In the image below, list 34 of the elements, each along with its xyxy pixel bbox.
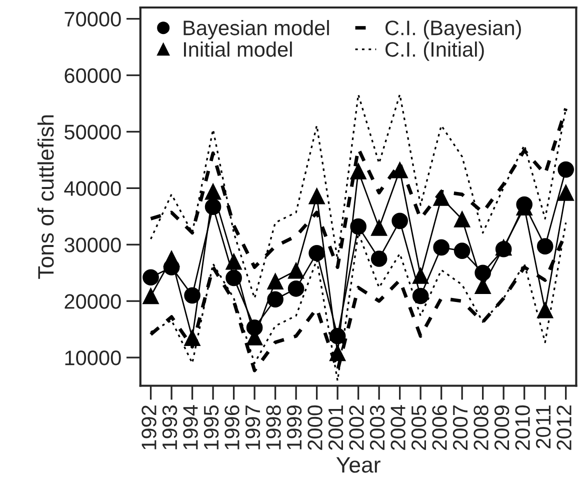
legend-label: C.I. (Bayesian)	[386, 20, 521, 40]
y-tick-label: 20000	[64, 294, 121, 309]
x-tick-label: 1993	[162, 405, 178, 450]
y-tick-label: 40000	[64, 181, 121, 196]
x-tick-label: 2011	[536, 406, 551, 448]
x-tick-label: 1999	[286, 406, 302, 450]
x-tick-label: 1996	[224, 405, 240, 450]
x-tick-label: 2003	[370, 405, 385, 450]
legend-label: C.I. (Initial)	[386, 42, 484, 61]
y-axis-title: Tons of cuttlefish	[37, 115, 54, 279]
legend-label: Initial model	[184, 42, 292, 57]
x-tick-label: 1994	[183, 405, 198, 450]
x-tick-label: 2007	[452, 406, 468, 450]
x-tick-label: 2001	[328, 406, 344, 450]
x-tick-label: 2006	[432, 405, 447, 450]
y-tick-label: 60000	[64, 68, 121, 84]
y-tick-label: 50000	[64, 124, 121, 140]
x-tick-label: 2012	[556, 406, 572, 450]
x-tick-label: 2000	[308, 405, 322, 450]
x-tick-label: 1995	[204, 405, 219, 450]
y-tick-label: 30000	[64, 238, 121, 252]
x-tick-label: 2005	[411, 405, 426, 450]
x-tick-label: 2008	[474, 405, 488, 450]
x-tick-label: 2009	[494, 406, 510, 450]
legend-label: Bayesian model	[184, 20, 329, 40]
x-tick-label: 2004	[390, 405, 406, 450]
x-axis-title: Year	[336, 457, 380, 473]
x-tick-label: 2002	[349, 406, 364, 450]
x-tick-label: 1992	[142, 406, 156, 450]
x-tick-label: 1997	[245, 406, 260, 450]
y-tick-label: 70000	[64, 12, 121, 27]
y-tick-label: 10000	[65, 350, 121, 366]
x-tick-label: 2010	[515, 405, 530, 450]
x-tick-label: 1998	[266, 405, 281, 450]
